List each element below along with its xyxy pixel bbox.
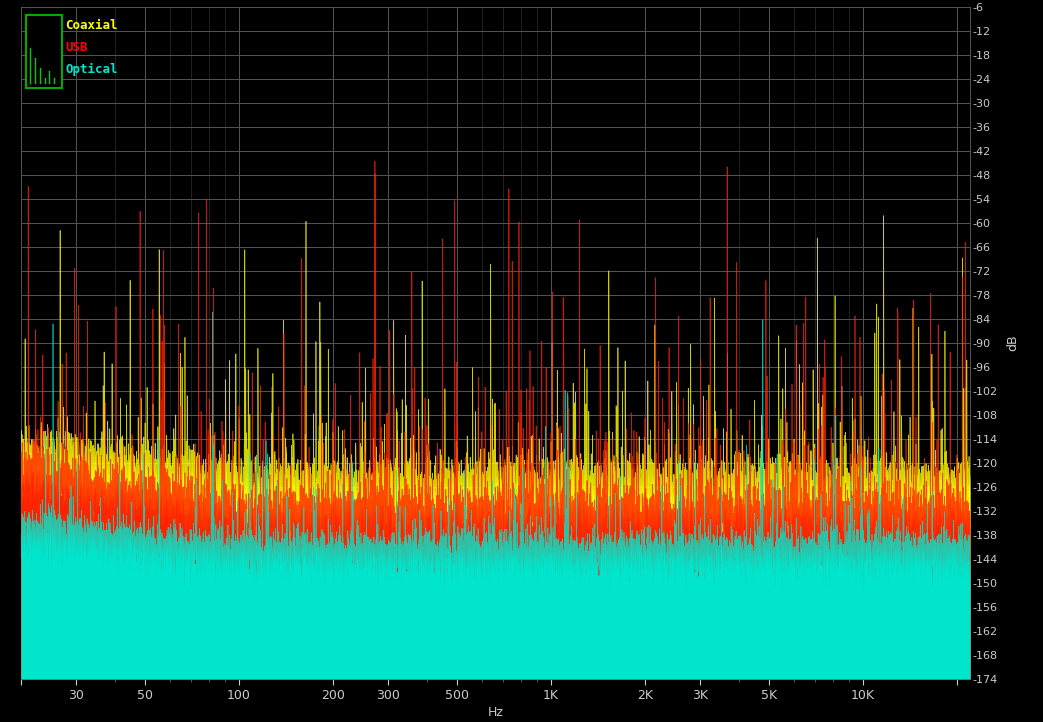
Text: Coaxial: Coaxial — [66, 19, 118, 32]
X-axis label: Hz: Hz — [487, 706, 504, 719]
Text: Optical: Optical — [66, 63, 118, 76]
Text: USB: USB — [66, 40, 88, 54]
Bar — [26, 15, 62, 88]
Y-axis label: dB: dB — [1006, 334, 1019, 352]
